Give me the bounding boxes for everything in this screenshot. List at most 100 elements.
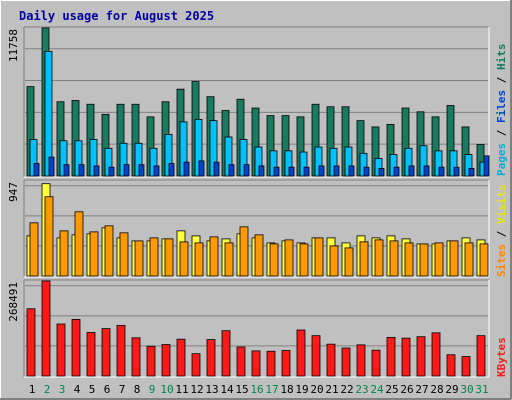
bar-files-9 [149,147,158,177]
y-max-label: 947 [7,182,20,202]
bar-files-16 [254,146,263,177]
legend-part: KBytes [495,337,508,377]
x-tick-label: 13 [205,383,218,396]
bar-pages-21 [333,165,340,177]
bar-kbytes-24 [371,349,381,377]
bar-sites-31 [479,243,489,277]
legend-part: Sites [495,244,508,277]
y-max-label: 268491 [7,282,20,322]
x-tick-label: 10 [160,383,173,396]
bar-files-18 [284,150,293,177]
bar-files-12 [194,118,203,177]
bar-pages-15 [243,164,250,177]
x-tick-label: 8 [134,383,141,396]
x-tick-label: 20 [310,383,323,396]
x-tick-label: 21 [325,383,338,396]
bar-pages-19 [303,166,310,177]
bar-pages-25 [393,166,400,177]
bar-files-25 [389,154,398,177]
bar-files-21 [329,147,338,177]
bar-pages-4 [78,164,85,177]
bar-kbytes-13 [206,339,216,377]
x-tick-label: 12 [190,383,203,396]
bar-kbytes-16 [251,350,261,377]
bar-pages-3 [63,164,70,177]
bar-kbytes-7 [116,324,126,377]
legend-part: Hits [495,44,508,71]
bar-pages-1 [33,163,40,177]
bar-kbytes-22 [341,347,351,377]
bar-sites-11 [179,241,189,277]
bar-files-6 [104,147,113,177]
bar-sites-8 [134,240,144,277]
bar-kbytes-10 [161,344,171,377]
legend-part: / [495,70,508,90]
bar-pages-8 [138,164,145,177]
bar-pages-31 [483,155,490,177]
bar-kbytes-27 [416,336,426,377]
bar-kbytes-15 [236,346,246,377]
bar-sites-25 [389,240,399,277]
bar-kbytes-30 [461,356,471,377]
legends: Pages / Files / Hits Sites / Visits KBytes [495,44,508,378]
bar-sites-27 [419,243,429,277]
bar-sites-14 [224,242,234,277]
bar-pages-5 [93,165,100,177]
bar-sites-1 [29,222,39,277]
x-tick-label: 6 [104,383,111,396]
bar-pages-11 [183,161,190,177]
bar-sites-17 [269,243,279,277]
panel-hits_files_pages: 11758 [7,26,490,178]
bar-sites-5 [89,231,99,277]
bar-sites-24 [374,239,384,277]
bar-pages-7 [123,164,130,177]
bar-sites-19 [299,243,309,277]
bar-kbytes-3 [56,323,66,377]
bar-pages-26 [408,165,415,177]
x-tick-label: 7 [119,383,126,396]
y-max-label: 11758 [7,29,20,62]
x-tick-label: 11 [175,383,188,396]
bar-pages-18 [288,166,295,177]
bar-files-2 [44,50,53,177]
bar-pages-23 [363,166,370,177]
bar-files-30 [464,154,473,177]
x-tick-label: 26 [400,383,413,396]
x-tick-label: 23 [355,383,368,396]
bar-pages-27 [423,165,430,177]
x-tick-label: 22 [340,383,353,396]
bar-pages-10 [168,163,175,177]
legend-part: Files [495,90,508,123]
series-files [29,50,488,177]
bar-files-3 [59,140,68,177]
bar-sites-16 [254,234,264,277]
bar-kbytes-19 [296,329,306,377]
x-tick-label: 25 [385,383,398,396]
bar-files-5 [89,139,98,177]
x-tick-label: 1 [29,383,36,396]
bar-kbytes-8 [131,337,141,377]
bar-files-20 [314,146,323,177]
bar-sites-7 [119,232,129,277]
bar-kbytes-9 [146,345,156,377]
bar-files-29 [449,150,458,177]
bar-sites-4 [74,211,84,277]
bar-files-27 [419,145,428,177]
bar-kbytes-26 [401,337,411,377]
bar-files-28 [434,150,443,177]
bar-kbytes-28 [431,332,441,377]
bar-kbytes-18 [281,350,291,377]
legend-part: Pages [495,143,508,176]
x-tick-label: 31 [475,383,488,396]
bar-sites-21 [329,245,339,277]
panel-kbytes: 268491 [7,279,490,378]
bar-files-17 [269,150,278,177]
bar-files-13 [209,120,218,177]
bar-sites-20 [314,237,324,277]
bar-sites-26 [404,242,414,277]
bar-sites-10 [164,238,174,277]
bar-kbytes-1 [26,308,36,377]
x-tick-label: 30 [460,383,473,396]
bar-files-7 [119,142,128,177]
bar-kbytes-25 [386,337,396,377]
